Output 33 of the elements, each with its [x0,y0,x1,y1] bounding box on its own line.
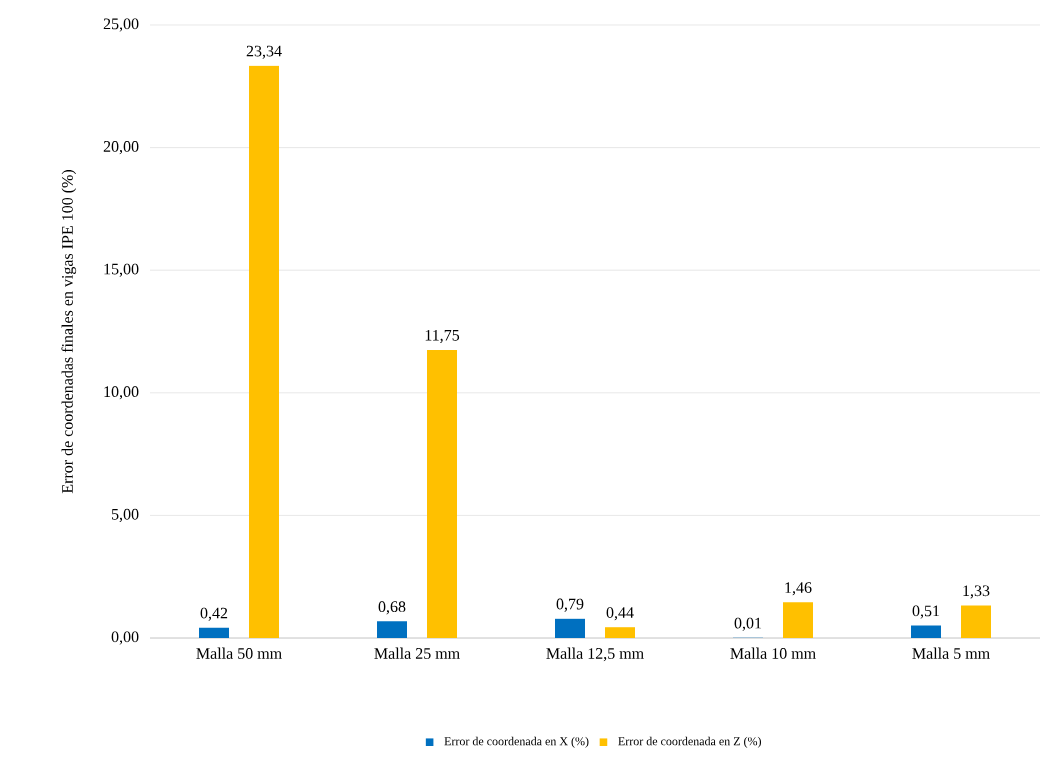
data-label: 0,42 [200,607,228,621]
x-tick-label: Malla 25 mm [374,647,460,659]
bar [427,349,458,638]
data-label: 11,75 [425,329,460,343]
bar [783,602,814,638]
bar [199,627,230,638]
bar [377,621,407,638]
legend-label: Error de coordenada en Z (%) [618,736,761,748]
data-label: 1,33 [963,585,990,599]
data-label: 0,68 [378,601,406,615]
data-label: 0,79 [556,598,584,612]
x-tick-label: Malla 10 mm [730,647,816,659]
y-tick-label: 20,00 [103,141,139,155]
x-tick-label: Malla 5 mm [912,647,990,659]
x-tick-label: Malla 50 mm [196,647,282,659]
bar [911,625,942,638]
bar [555,618,586,638]
data-label: 1,46 [785,582,812,596]
x-tick-label: Malla 12,5 mm [546,647,644,662]
y-tick-label: 25,00 [103,18,139,32]
legend-label: Error de coordenada en X (%) [444,736,589,748]
data-label: 0,01 [734,617,762,631]
bar [249,65,280,638]
data-label: 23,34 [246,45,282,59]
data-label: 0,51 [912,605,940,619]
y-tick-label: 0,00 [111,631,139,645]
y-tick-label: 15,00 [104,263,139,277]
data-label: 0,44 [606,607,634,621]
y-tick-label: 10,00 [104,386,139,400]
y-tick-label: 5,00 [111,508,139,522]
bar [605,627,635,638]
y-axis-title: Error de coordenadas finales en vigas IPE 100 (%) [61,170,77,494]
bar [961,605,991,638]
